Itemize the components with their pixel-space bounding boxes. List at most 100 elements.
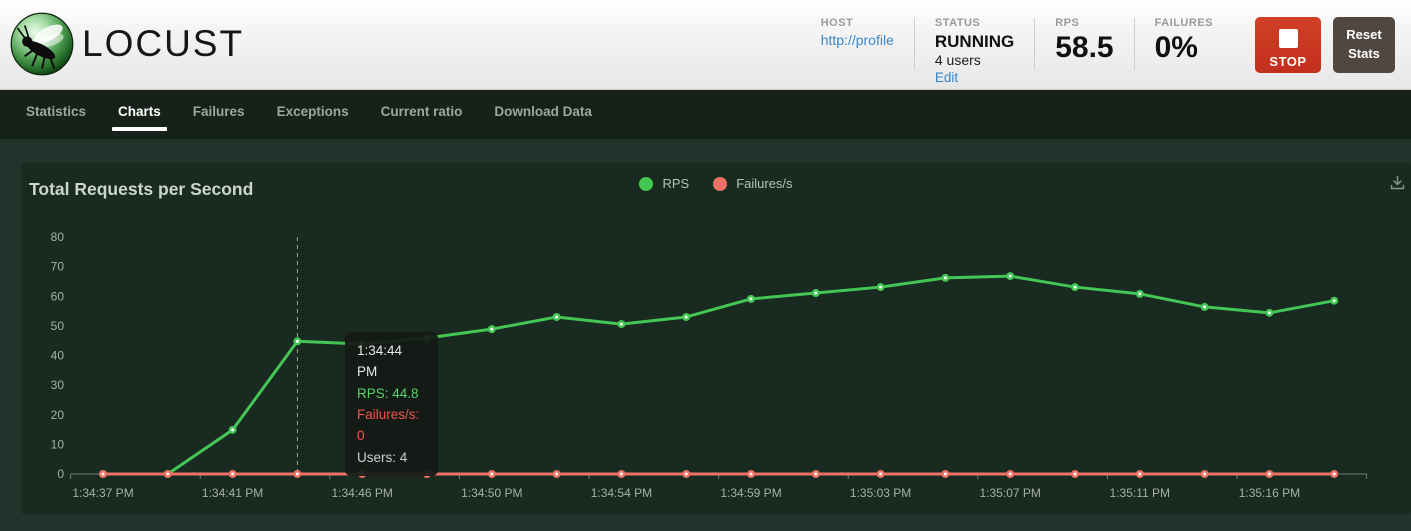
data-point-center bbox=[1332, 299, 1336, 303]
stop-icon bbox=[1278, 29, 1298, 48]
logo[interactable]: LOCUST bbox=[10, 12, 244, 76]
legend-dot bbox=[713, 176, 728, 191]
reset-stats-button[interactable]: Reset Stats bbox=[1333, 17, 1395, 73]
tab-failures[interactable]: Failures bbox=[192, 104, 245, 119]
edit-link[interactable]: Edit bbox=[934, 70, 959, 86]
data-point-center bbox=[814, 472, 818, 476]
host-label: HOST bbox=[820, 17, 854, 29]
tab-download-data[interactable]: Download Data bbox=[494, 104, 592, 119]
user-count: 4 users bbox=[934, 51, 981, 68]
data-point-center bbox=[1073, 472, 1077, 476]
legend-item-rps[interactable]: RPS bbox=[639, 176, 689, 191]
nav-tabs: Statistics Charts Failures Exceptions Curren… bbox=[0, 90, 1411, 139]
stop-button-label: STOP bbox=[1269, 54, 1307, 69]
host-box: HOST http://profile bbox=[801, 17, 914, 50]
data-point-center bbox=[814, 291, 818, 295]
y-axis-label: 60 bbox=[51, 289, 65, 303]
divider bbox=[913, 18, 915, 70]
data-point-center bbox=[360, 342, 364, 346]
legend-dot bbox=[639, 176, 654, 191]
y-axis-label: 20 bbox=[51, 408, 65, 422]
x-axis-label: 1:34:50 PM bbox=[461, 486, 522, 500]
legend-label: Failures/s bbox=[736, 176, 793, 191]
download-icon[interactable] bbox=[1389, 174, 1406, 191]
logo-text: LOCUST bbox=[82, 23, 245, 64]
tab-exceptions[interactable]: Exceptions bbox=[276, 104, 349, 119]
data-point-center bbox=[295, 472, 299, 476]
nav-bar: Statistics Charts Failures Exceptions Curren… bbox=[0, 90, 1411, 139]
failures-value: 0% bbox=[1154, 31, 1198, 64]
host-value: http://profile bbox=[820, 32, 894, 48]
status-value: RUNNING bbox=[934, 32, 1015, 51]
data-point-center bbox=[101, 472, 105, 476]
data-point-center bbox=[490, 327, 494, 331]
y-axis-label: 30 bbox=[51, 378, 65, 392]
data-point-center bbox=[1267, 472, 1271, 476]
x-axis-label: 1:34:54 PM bbox=[591, 486, 652, 500]
data-point-center bbox=[943, 276, 947, 280]
data-point-center bbox=[1138, 472, 1142, 476]
rps-label: RPS bbox=[1055, 17, 1080, 29]
data-point-center bbox=[166, 472, 170, 476]
data-point-center bbox=[295, 339, 299, 343]
data-point-center bbox=[879, 472, 883, 476]
data-point-center bbox=[1008, 274, 1012, 278]
data-point-center bbox=[555, 472, 559, 476]
y-axis-label: 50 bbox=[51, 319, 65, 333]
data-point-center bbox=[360, 472, 364, 476]
y-axis-label: 40 bbox=[51, 349, 65, 363]
data-point-center bbox=[231, 472, 235, 476]
data-point-center bbox=[879, 285, 883, 289]
data-point-center bbox=[1267, 311, 1271, 315]
data-point-center bbox=[231, 428, 235, 432]
divider bbox=[1133, 18, 1135, 70]
data-point-center bbox=[1138, 292, 1142, 296]
data-point-center bbox=[1332, 472, 1336, 476]
rps-box: RPS 58.5 bbox=[1035, 17, 1133, 64]
data-point-center bbox=[555, 315, 559, 319]
x-axis-label: 1:35:07 PM bbox=[980, 486, 1041, 500]
data-point-center bbox=[619, 472, 623, 476]
x-axis-label: 1:34:37 PM bbox=[72, 486, 133, 500]
data-point-center bbox=[619, 322, 623, 326]
stop-button[interactable]: STOP bbox=[1255, 17, 1321, 73]
x-axis-label: 1:35:11 PM bbox=[1110, 486, 1170, 500]
chart-title: Total Requests per Second bbox=[29, 179, 254, 199]
data-point-center bbox=[425, 472, 429, 476]
y-axis-label: 80 bbox=[51, 230, 65, 244]
data-point-center bbox=[425, 336, 429, 340]
chart-legend: RPS Failures/s bbox=[21, 176, 1411, 191]
data-point-center bbox=[1008, 472, 1012, 476]
failures-label: FAILURES bbox=[1154, 17, 1213, 29]
locust-logo-icon bbox=[10, 12, 74, 76]
chart-canvas[interactable]: 0 10 20 30 40 50 60 70 80 1:34:37 PM 1:34:41 PM 1:3… bbox=[21, 163, 1411, 514]
x-axis-label: 1:34:59 PM bbox=[720, 486, 781, 500]
y-axis-label: 10 bbox=[51, 437, 65, 451]
rps-value: 58.5 bbox=[1055, 31, 1114, 64]
header: LOCUST HOST http://profile STATUS RUNNIN… bbox=[0, 0, 1411, 90]
data-point-center bbox=[490, 472, 494, 476]
series-line-rps bbox=[101, 274, 1336, 476]
legend-label: RPS bbox=[662, 176, 690, 191]
main-content: Total Requests per Second RPS Failures/s … bbox=[0, 139, 1411, 531]
x-axis-label: 1:35:03 PM bbox=[850, 486, 911, 500]
y-axis-label: 0 bbox=[57, 467, 64, 481]
tab-current-ratio[interactable]: Current ratio bbox=[380, 104, 463, 119]
status-label: STATUS bbox=[934, 17, 981, 29]
reset-label-line2: Stats bbox=[1348, 46, 1380, 61]
x-axis-label: 1:34:46 PM bbox=[332, 486, 393, 500]
tab-charts[interactable]: Charts bbox=[110, 90, 169, 139]
divider bbox=[1034, 18, 1036, 70]
chart-panel: Total Requests per Second RPS Failures/s … bbox=[21, 163, 1411, 514]
data-point-center bbox=[1203, 472, 1207, 476]
failures-box: FAILURES 0% bbox=[1135, 17, 1233, 64]
x-axis-label: 1:34:41 PM bbox=[202, 486, 263, 500]
data-point-center bbox=[1203, 305, 1207, 309]
status-box: STATUS RUNNING 4 users Edit bbox=[915, 17, 1034, 87]
data-point-center bbox=[684, 315, 688, 319]
tab-statistics[interactable]: Statistics bbox=[26, 104, 87, 119]
legend-item-failures-s[interactable]: Failures/s bbox=[713, 176, 793, 191]
y-axis-label: 70 bbox=[51, 260, 65, 274]
data-point-center bbox=[684, 472, 688, 476]
header-stats: HOST http://profile STATUS RUNNING 4 use… bbox=[801, 17, 1395, 87]
